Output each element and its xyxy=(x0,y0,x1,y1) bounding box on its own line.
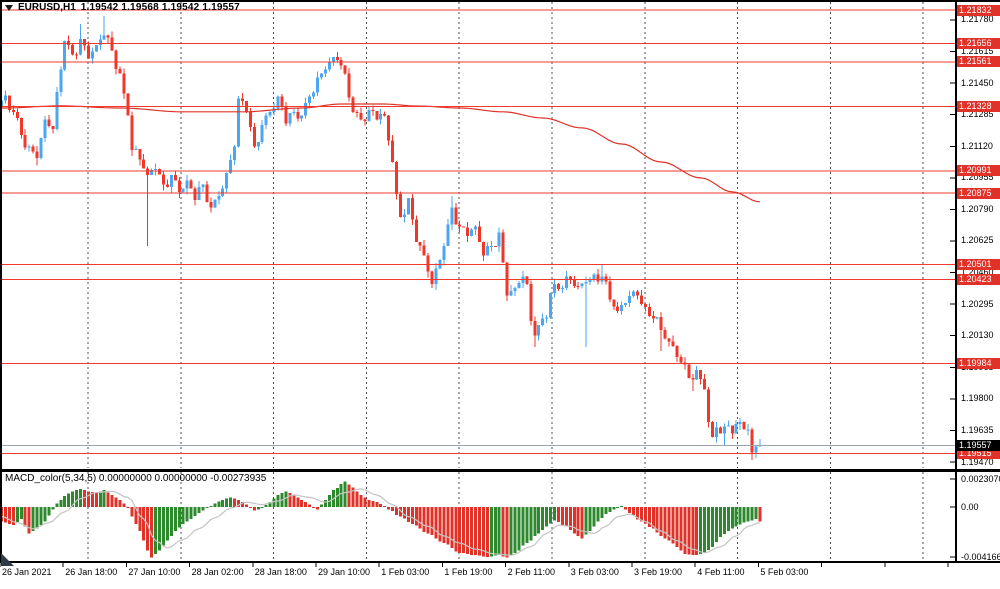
time-label: 26 Jan 18:00 xyxy=(65,567,118,577)
macd-histogram xyxy=(0,481,762,558)
time-label: 3 Feb 19:00 xyxy=(634,567,683,577)
price-grid-label: 1.21615 xyxy=(961,46,994,57)
symbol-timeframe-label: EURUSD,H1 xyxy=(18,2,76,13)
macd-signal-line xyxy=(1,488,761,556)
macd-scale-label: 0.0023070 xyxy=(961,473,1000,484)
time-label: 27 Jan 10:00 xyxy=(128,567,181,577)
price-grid-label: 1.20625 xyxy=(961,235,994,246)
price-grid-label: 1.20460 xyxy=(961,267,994,278)
time-label: 2 Feb 11:00 xyxy=(507,567,555,577)
bid-price-badge: 1.19557 xyxy=(957,439,1000,451)
price-line-badge: 1.21656 xyxy=(957,38,1000,50)
candles xyxy=(0,16,762,461)
time-label: 3 Feb 03:00 xyxy=(570,567,619,577)
price-grid-label: 1.19635 xyxy=(961,424,994,435)
price-grid-label: 1.21780 xyxy=(961,14,994,25)
price-line-badge: 1.21561 xyxy=(957,56,1000,68)
price-line-badge: 1.21328 xyxy=(957,100,1000,112)
ma-line xyxy=(1,103,760,203)
macd-scale-label: -0.0041664 xyxy=(961,551,1000,562)
time-label: 1 Feb 19:00 xyxy=(444,567,493,577)
price-grid-label: 1.19800 xyxy=(961,393,994,404)
price-line-badge: 1.20501 xyxy=(957,259,1000,271)
pane-borders xyxy=(0,0,1000,563)
price-line-badge: 1.19515 xyxy=(957,447,1000,459)
price-grid-label: 1.20130 xyxy=(961,330,994,341)
ohlc-values: 1.19542 1.19568 1.19542 1.19557 xyxy=(80,2,240,13)
time-label: 4 Feb 11:00 xyxy=(697,567,745,577)
horizontal-lines[interactable] xyxy=(1,9,956,454)
symbol-marker-icon xyxy=(5,4,13,11)
price-line-badge: 1.20991 xyxy=(957,165,1000,177)
time-label: 28 Jan 02:00 xyxy=(191,567,244,577)
time-label: 1 Feb 03:00 xyxy=(381,567,430,577)
price-grid-label: 1.21285 xyxy=(961,109,994,120)
price-grid-label: 1.21450 xyxy=(961,77,994,88)
indicator-label: MACD_color(5,34,5) 0.00000000 0.00000000… xyxy=(5,473,267,484)
price-line-badge: 1.19984 xyxy=(957,358,1000,370)
price-grid-label: 1.21120 xyxy=(961,140,993,151)
price-line-badge: 1.20423 xyxy=(957,274,1000,286)
macd-scale-label: 0.00 xyxy=(961,501,979,512)
scroll-corner-icon xyxy=(1,553,14,566)
chart-title: EURUSD,H1 1.19542 1.19568 1.19542 1.1955… xyxy=(5,2,240,13)
price-grid-label: 1.20955 xyxy=(961,172,994,183)
price-line-badge: 1.21832 xyxy=(957,4,1000,16)
price-grid-label: 1.19470 xyxy=(961,456,994,467)
time-label: 29 Jan 10:00 xyxy=(318,567,371,577)
axis-ticks xyxy=(0,19,956,567)
time-label: 5 Feb 03:00 xyxy=(760,567,809,577)
price-grid-label: 1.20790 xyxy=(961,203,994,214)
price-grid-label: 1.20295 xyxy=(961,298,994,309)
time-label: 26 Jan 2021 xyxy=(2,567,52,577)
time-label: 28 Jan 18:00 xyxy=(254,567,307,577)
price-line-badge: 1.20875 xyxy=(957,187,1000,199)
